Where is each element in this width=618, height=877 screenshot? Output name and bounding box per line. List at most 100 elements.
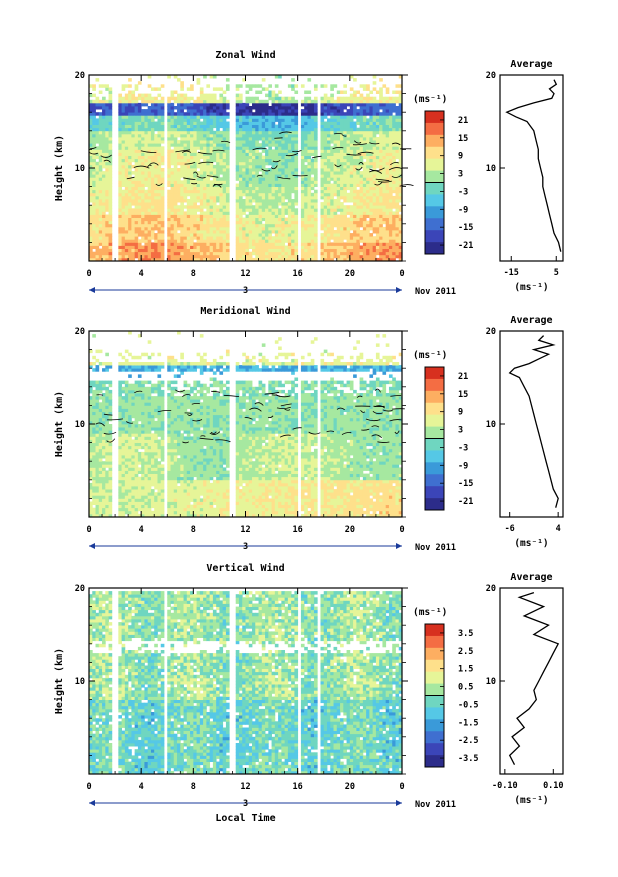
heatmap-cell (151, 190, 155, 194)
heatmap-cell (187, 109, 191, 113)
heatmap-cell (395, 84, 399, 88)
heatmap-cell (131, 255, 135, 258)
heatmap-cell (128, 218, 132, 222)
heatmap-cell (151, 230, 155, 234)
heatmap-cell (281, 196, 285, 200)
heatmap-cell (386, 230, 390, 234)
colorbar-segment (425, 123, 444, 135)
heatmap-cell (226, 177, 230, 181)
heatmap-cell (206, 187, 210, 191)
heatmap-cell (131, 122, 135, 126)
heatmap-cell (206, 94, 210, 98)
heatmap-cell (327, 140, 331, 144)
heatmap-cell (265, 131, 269, 135)
heatmap-cell (239, 165, 243, 169)
heatmap-cell (285, 196, 289, 200)
heatmap-cell (148, 128, 152, 132)
heatmap-cell (210, 112, 214, 116)
heatmap-cell (343, 218, 347, 222)
heatmap-cell (275, 236, 279, 240)
heatmap-cell (197, 246, 201, 250)
heatmap-cell (340, 208, 344, 212)
heatmap-cell (369, 193, 373, 197)
heatmap-cell (327, 122, 331, 126)
heatmap-cell (307, 196, 311, 200)
heatmap-cell (105, 168, 109, 172)
heatmap-cell (219, 118, 223, 122)
x-tick-label: 0 (86, 269, 91, 279)
heatmap-cell (252, 180, 256, 184)
heatmap-cell (324, 236, 328, 240)
heatmap-cell (347, 159, 351, 163)
heatmap-cell (389, 171, 393, 175)
heatmap-cell (373, 215, 377, 219)
heatmap-cell (252, 137, 256, 141)
heatmap-cell (379, 221, 383, 225)
heatmap-cell (337, 97, 341, 101)
heatmap-cell (314, 174, 318, 178)
heatmap-cell (144, 131, 148, 135)
heatmap-cell (141, 140, 145, 144)
heatmap-cell (324, 252, 328, 256)
heatmap-cell (154, 112, 158, 116)
heatmap-cell (343, 165, 347, 169)
heatmap-cell (187, 100, 191, 104)
heatmap-cell (96, 227, 100, 231)
heatmap-cell (157, 193, 161, 197)
heatmap-cell (99, 224, 103, 228)
heatmap-cell (307, 174, 311, 178)
heatmap-cell (216, 100, 220, 104)
heatmap-cell (109, 174, 113, 178)
heatmap-cell (347, 168, 351, 172)
heatmap-cell (382, 193, 386, 197)
heatmap-cell (174, 193, 178, 197)
heatmap-cell (304, 137, 308, 141)
heatmap-cell (203, 100, 207, 104)
heatmap-cell (249, 239, 253, 243)
heatmap-cell (307, 205, 311, 209)
heatmap-cell (246, 122, 250, 126)
heatmap-cell (200, 97, 204, 101)
heatmap-cell (161, 242, 165, 246)
heatmap-cell (350, 94, 354, 98)
heatmap-cell (360, 184, 364, 188)
heatmap-cell (174, 131, 178, 135)
heatmap-cell (379, 97, 383, 101)
heatmap-cell (118, 174, 122, 178)
heatmap-cell (285, 193, 289, 197)
heatmap-cell (193, 159, 197, 163)
heatmap-cell (200, 202, 204, 206)
heatmap-cell (128, 199, 132, 203)
heatmap-cell (180, 168, 184, 172)
heatmap-cell (340, 156, 344, 160)
heatmap-cell (255, 202, 259, 206)
heatmap-cell (291, 122, 295, 126)
heatmap-cell (389, 239, 393, 243)
heatmap-cell (350, 109, 354, 113)
heatmap-cell (278, 249, 282, 253)
heatmap-cell (226, 162, 230, 166)
heatmap-cell (180, 137, 184, 141)
heatmap-cell (304, 100, 308, 104)
heatmap-cell (206, 190, 210, 194)
heatmap-cell (216, 112, 220, 116)
heatmap-cell (301, 184, 305, 188)
heatmap-cell (190, 249, 194, 253)
heatmap-cell (148, 109, 152, 113)
heatmap-cell (291, 239, 295, 243)
heatmap-cell (246, 159, 250, 163)
heatmap-cell (109, 242, 113, 246)
heatmap-cell (239, 140, 243, 144)
heatmap-cell (360, 146, 364, 150)
heatmap-cell (122, 146, 126, 150)
heatmap-cell (356, 118, 360, 122)
heatmap-cell (109, 252, 113, 256)
heatmap-cell (389, 153, 393, 157)
heatmap-cell (210, 146, 214, 150)
heatmap-cell (96, 221, 100, 225)
heatmap-cell (226, 159, 230, 163)
heatmap-cell (373, 100, 377, 104)
heatmap-cell (369, 233, 373, 237)
heatmap-cell (288, 252, 292, 256)
heatmap-cell (281, 118, 285, 122)
